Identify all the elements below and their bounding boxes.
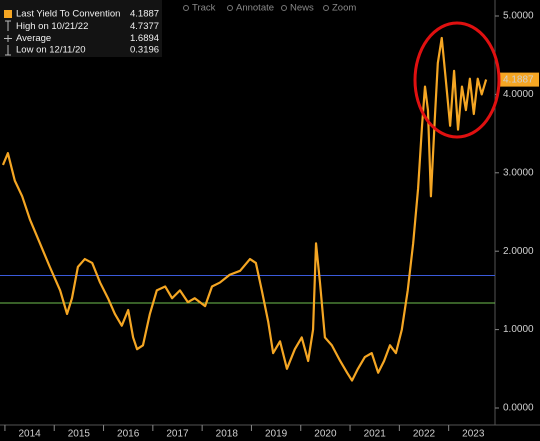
legend-label: Low on 12/11/20: [16, 45, 86, 56]
legend-label: High on 10/21/22: [16, 21, 88, 32]
last-value-tag: [499, 72, 539, 87]
legend-box: [0, 0, 162, 57]
y-tick-label: 0.0000: [503, 403, 534, 414]
x-tick-label: 2022: [413, 429, 436, 440]
toolbar-button[interactable]: Track: [192, 3, 216, 14]
y-tick-label: 1.0000: [503, 324, 534, 335]
toolbar-icon: [323, 5, 329, 11]
toolbar-button[interactable]: Annotate: [236, 3, 274, 14]
toolbar-icon: [281, 5, 287, 11]
toolbar-icon: [183, 5, 189, 11]
legend: Last Yield To Convention 4.1887 High on 10…: [4, 9, 159, 56]
x-tick-label: 2016: [117, 429, 140, 440]
y-tick-label: 4.0000: [503, 89, 534, 100]
x-tick-label: 2017: [166, 429, 189, 440]
legend-swatch: [4, 10, 12, 18]
y-tick-label: 3.0000: [503, 167, 534, 178]
legend-value: 1.6894: [130, 33, 159, 44]
x-tick-label: 2023: [462, 429, 485, 440]
x-tick-label: 2021: [364, 429, 387, 440]
legend-label: Last Yield To Convention: [16, 9, 120, 20]
legend-value: 0.3196: [130, 45, 159, 56]
legend-value: 4.1887: [130, 9, 159, 20]
toolbar-button[interactable]: Zoom: [332, 3, 356, 14]
legend-icon: [4, 35, 12, 42]
y-tick-label: 5.0000: [503, 11, 534, 22]
toolbar-button[interactable]: News: [290, 3, 314, 14]
legend-label: Average: [16, 33, 51, 44]
toolbar: Track Annotate News Zoom: [183, 3, 356, 14]
toolbar-icon: [227, 5, 233, 11]
yield-line: [1, 36, 488, 382]
highlight-circle: [413, 21, 501, 139]
legend-icon: [5, 20, 11, 31]
legend-icon: [5, 45, 11, 56]
x-tick-label: 2015: [68, 429, 91, 440]
x-tick-label: 2014: [18, 429, 41, 440]
x-tick-label: 2020: [314, 429, 337, 440]
x-tick-label: 2018: [216, 429, 239, 440]
legend-value: 4.7377: [130, 21, 159, 32]
y-tick-label: 2.0000: [503, 246, 534, 257]
last-value-label: 4.1887: [503, 75, 534, 86]
x-tick-label: 2019: [265, 429, 288, 440]
